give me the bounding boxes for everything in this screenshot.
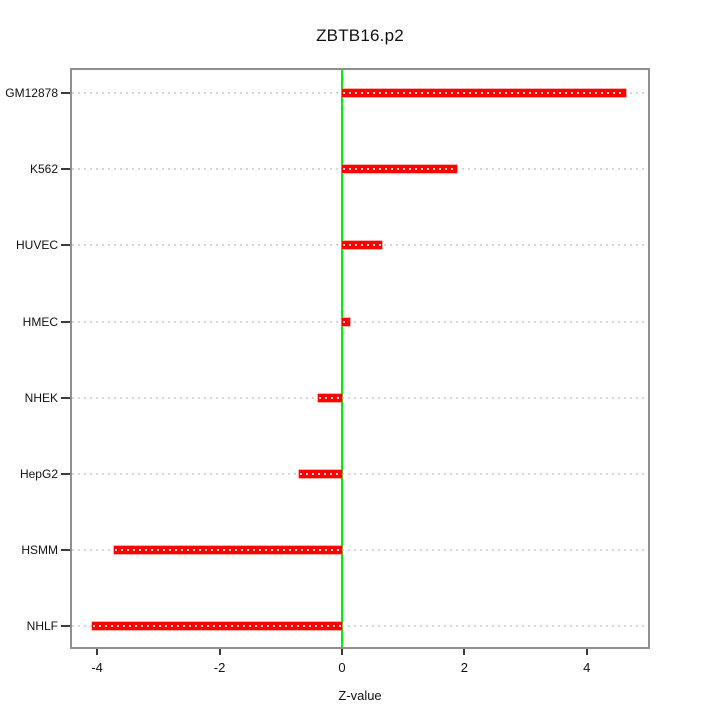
y-axis-label-nhlf: NHLF xyxy=(26,619,58,634)
y-axis-tick xyxy=(61,320,70,323)
bar-gm12878 xyxy=(341,89,626,97)
bar-inner-dotted-line xyxy=(342,244,381,247)
row-gridline xyxy=(72,549,648,552)
y-axis-tick xyxy=(61,92,70,94)
y-axis-tick xyxy=(61,625,70,628)
bar-nhlf xyxy=(92,622,342,631)
x-axis-tick-label: 2 xyxy=(460,660,468,675)
bar-hmec xyxy=(341,317,350,326)
row-gridline xyxy=(72,396,648,399)
x-axis-tick-label: 0 xyxy=(338,660,346,675)
y-axis-label-huvec: HUVEC xyxy=(15,238,58,253)
y-axis-tick xyxy=(61,244,70,247)
bar-inner-dotted-line xyxy=(114,549,341,552)
y-axis-tick xyxy=(61,549,70,552)
x-axis-tick xyxy=(96,649,99,655)
bar-inner-dotted-line xyxy=(93,625,341,628)
y-axis-label-hsmm: HSMM xyxy=(21,543,58,558)
x-axis-tick xyxy=(218,649,221,655)
x-axis-tick xyxy=(340,649,343,655)
x-axis-tick xyxy=(463,649,466,655)
x-axis-tick-label: -2 xyxy=(213,660,226,675)
y-axis-label-hepg2: HepG2 xyxy=(19,467,58,481)
y-axis-label-gm12878: GM12878 xyxy=(5,86,58,100)
bar-k562 xyxy=(341,165,457,174)
zero-reference-line xyxy=(341,70,343,647)
y-axis-label-nhek: NHEK xyxy=(24,390,58,405)
bar-hepg2 xyxy=(299,470,342,478)
bar-inner-dotted-line xyxy=(342,168,456,171)
bar-hsmm xyxy=(113,546,342,555)
y-axis-label-hmec: HMEC xyxy=(22,314,58,329)
bar-nhek xyxy=(318,393,342,402)
bar-inner-dotted-line xyxy=(319,396,341,399)
y-axis-tick xyxy=(61,168,70,171)
x-axis-tick-label: -4 xyxy=(91,660,103,675)
plot-area xyxy=(72,70,648,647)
bar-inner-dotted-line xyxy=(300,473,341,475)
y-axis-tick xyxy=(61,396,70,399)
x-axis-tick-label: 4 xyxy=(583,660,591,675)
y-axis-tick xyxy=(61,473,70,475)
bar-huvec xyxy=(341,241,382,250)
x-axis-label: Z-value xyxy=(338,688,382,703)
chart-title: ZBTB16.p2 xyxy=(316,26,404,45)
x-axis-tick xyxy=(585,649,588,655)
row-gridline xyxy=(72,473,648,475)
row-gridline xyxy=(72,625,648,628)
row-gridline xyxy=(72,320,648,323)
bar-inner-dotted-line xyxy=(342,320,349,323)
bar-inner-dotted-line xyxy=(342,92,625,94)
y-axis-label-k562: K562 xyxy=(29,162,58,177)
